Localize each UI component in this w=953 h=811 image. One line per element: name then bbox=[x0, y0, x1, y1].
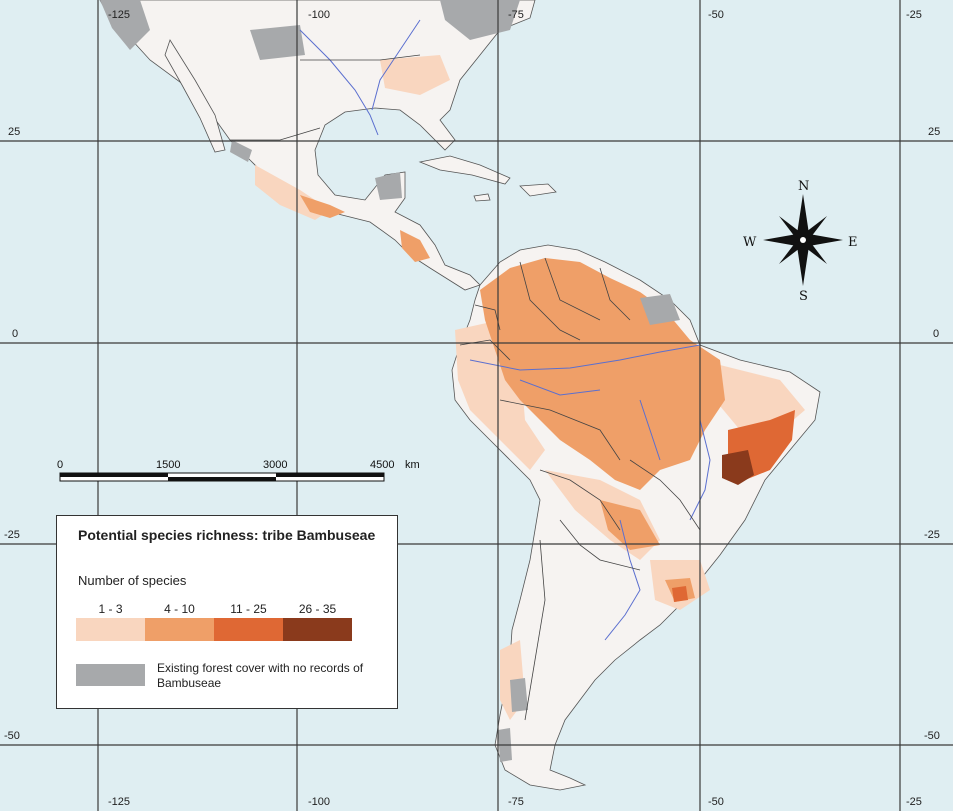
legend-title: Potential species richness: tribe Bambus… bbox=[78, 527, 376, 543]
legend-no-record-label: Existing forest cover with no records of… bbox=[157, 661, 364, 690]
scale-tick-1500: 1500 bbox=[156, 459, 180, 471]
lon-label-bottom: -50 bbox=[708, 796, 724, 808]
lat-label-right: -25 bbox=[924, 529, 940, 541]
legend-subtitle: Number of species bbox=[78, 573, 187, 588]
scale-unit: km bbox=[405, 459, 420, 471]
richness-class-1-areas bbox=[255, 55, 805, 720]
compass-west-label: W bbox=[743, 235, 757, 250]
compass-east-label: E bbox=[848, 235, 858, 250]
cuba bbox=[418, 155, 511, 185]
lon-label-bottom: -100 bbox=[308, 796, 330, 808]
lon-label-top: -125 bbox=[108, 9, 130, 21]
jamaica bbox=[473, 193, 491, 202]
legend-no-record-swatch bbox=[76, 664, 145, 686]
compass-rose: N S E W bbox=[743, 179, 858, 304]
lat-label-left: -50 bbox=[4, 730, 20, 742]
rivers bbox=[299, 19, 711, 641]
legend-class-label: 11 - 25 bbox=[230, 602, 267, 616]
legend-swatch bbox=[145, 618, 214, 641]
scale-tick-0: 0 bbox=[57, 459, 63, 471]
lon-label-top: -50 bbox=[708, 9, 724, 21]
lat-label-right: 25 bbox=[928, 126, 940, 138]
richness-class-4-areas bbox=[722, 450, 754, 485]
lon-label-top: -75 bbox=[508, 9, 524, 21]
hispaniola bbox=[519, 183, 557, 197]
lat-label-right: -50 bbox=[924, 730, 940, 742]
legend-class-label: 1 - 3 bbox=[98, 602, 123, 616]
compass-north-label: N bbox=[798, 179, 809, 194]
lat-label-left: 25 bbox=[8, 126, 20, 138]
no-record-forest-areas bbox=[100, 0, 680, 762]
baja-california bbox=[164, 39, 226, 153]
lon-label-top: -25 bbox=[906, 9, 922, 21]
lat-label-right: 0 bbox=[933, 328, 939, 340]
legend-swatch bbox=[76, 618, 145, 641]
scale-tick-4500: 4500 bbox=[370, 459, 394, 471]
legend: Potential species richness: tribe Bambus… bbox=[56, 515, 398, 709]
scale-bar: 0 1500 3000 4500 km bbox=[57, 459, 420, 482]
lon-label-bottom: -25 bbox=[906, 796, 922, 808]
legend-swatch bbox=[283, 618, 352, 641]
lon-label-bottom: -75 bbox=[508, 796, 524, 808]
lon-label-bottom: -125 bbox=[108, 796, 130, 808]
lat-label-left: 0 bbox=[12, 328, 18, 340]
scale-tick-3000: 3000 bbox=[263, 459, 287, 471]
legend-class-label: 4 - 10 bbox=[164, 602, 195, 616]
lat-label-left: -25 bbox=[4, 529, 20, 541]
legend-swatch bbox=[214, 618, 283, 641]
compass-south-label: S bbox=[799, 289, 808, 304]
lon-label-top: -100 bbox=[308, 9, 330, 21]
legend-class-label: 26 - 35 bbox=[298, 602, 337, 616]
